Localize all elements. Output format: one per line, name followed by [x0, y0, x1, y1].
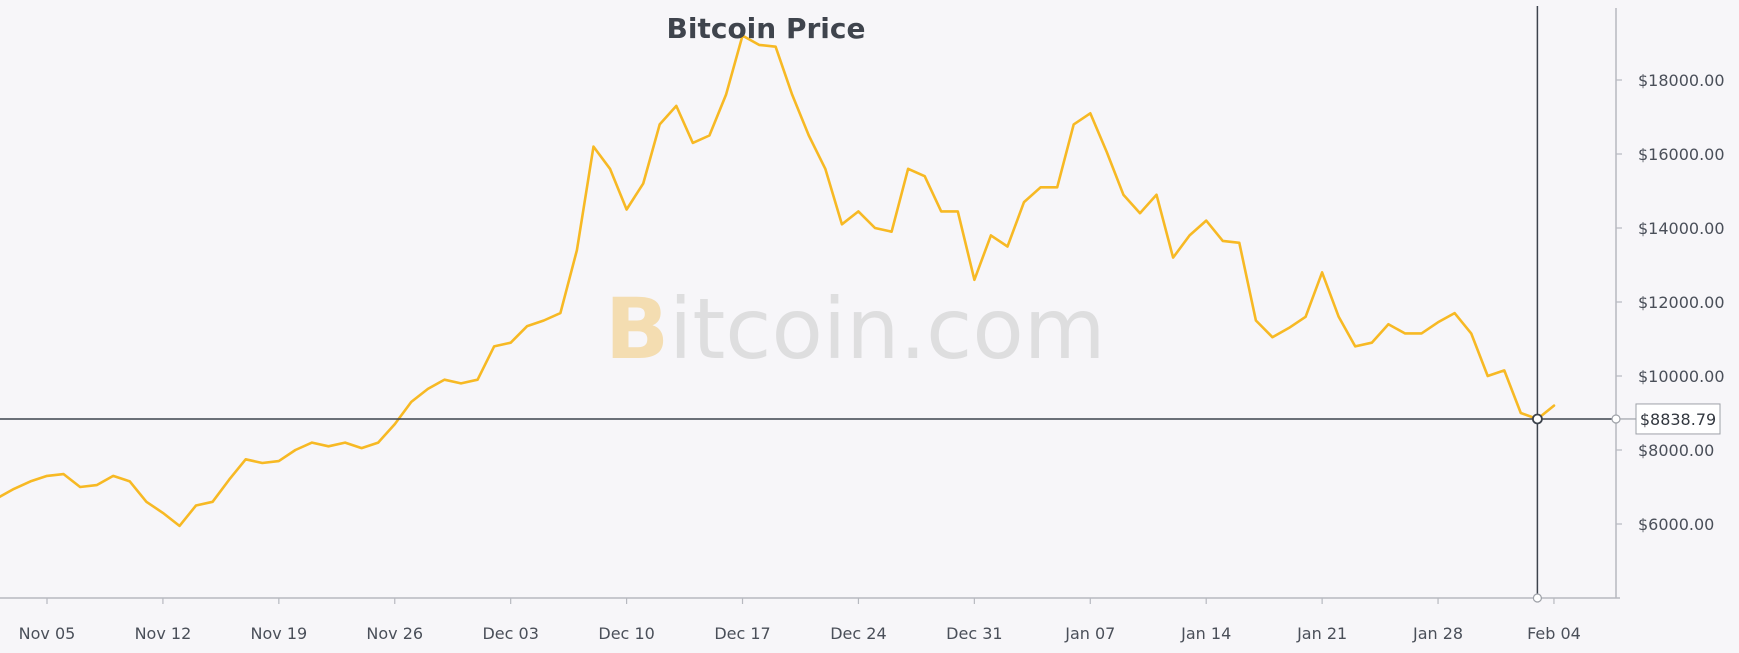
x-axis: Nov 05 Nov 12 Nov 19 Nov 26 Dec 03 Dec 10 Dec …: [0, 597, 1620, 643]
y-tick-label: $8000.00: [1638, 441, 1714, 460]
price-line: [0, 34, 1556, 528]
x-tick-label: Dec 17: [714, 624, 770, 643]
y-tick-label: $18000.00: [1638, 71, 1725, 90]
y-axis: $6000.00 $8000.00 $10000.00 $12000.00 $14000…: [1615, 8, 1725, 598]
x-tick-label: Nov 26: [366, 624, 423, 643]
y-tick-label: $14000.00: [1638, 219, 1725, 238]
x-tick-label: Dec 03: [482, 624, 538, 643]
y-tick-label: $12000.00: [1638, 293, 1725, 312]
y-tick-label: $10000.00: [1638, 367, 1725, 386]
x-tick-label: Nov 05: [19, 624, 76, 643]
x-tick-label: Dec 10: [598, 624, 654, 643]
price-readout-label: $8838.79: [1640, 410, 1716, 429]
y-axis-hover-handle[interactable]: [1611, 414, 1621, 424]
hover-point-marker[interactable]: [1532, 413, 1543, 425]
y-tick-label: $16000.00: [1638, 145, 1725, 164]
x-tick-label: Jan 21: [1296, 624, 1347, 643]
crosshair: $8838.79: [0, 6, 1721, 603]
price-readout-box: [1635, 403, 1721, 435]
y-tick-label: $6000.00: [1638, 515, 1714, 534]
x-tick-label: Jan 07: [1064, 624, 1115, 643]
chart-title: Bitcoin Price: [667, 12, 866, 45]
x-tick-label: Feb 04: [1527, 624, 1581, 643]
x-tick-label: Dec 24: [830, 624, 886, 643]
x-tick-label: Dec 31: [946, 624, 1002, 643]
x-tick-label: Jan 14: [1180, 624, 1231, 643]
watermark-logo-b: Bitcoin.com: [605, 280, 1106, 378]
x-axis-hover-handle[interactable]: [1532, 593, 1543, 603]
x-tick-label: Nov 12: [135, 624, 192, 643]
series-layer: [0, 34, 1556, 528]
x-tick-label: Jan 28: [1412, 624, 1463, 643]
x-tick-label: Nov 19: [251, 624, 308, 643]
bitcoin-com-watermark: Bitcoin.com: [605, 280, 1106, 378]
